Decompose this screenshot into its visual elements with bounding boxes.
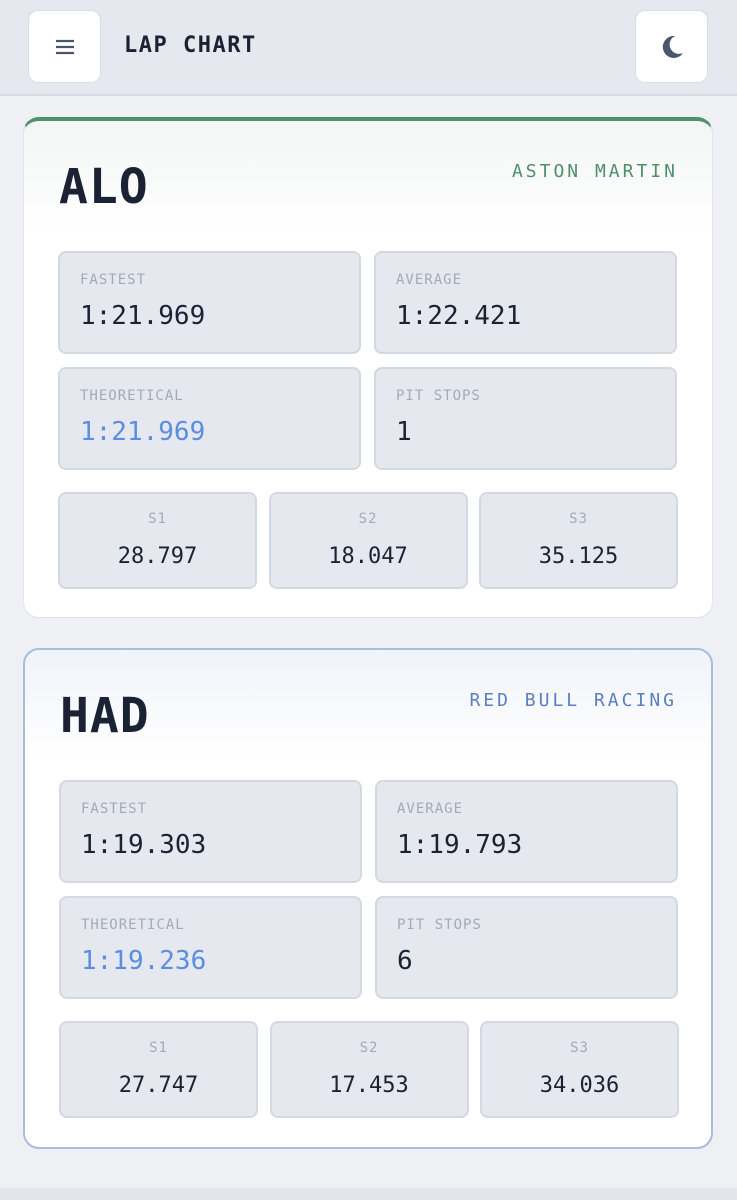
sector-label: S3 xyxy=(570,1040,589,1056)
sector-box: S2 17.453 xyxy=(269,1021,469,1118)
sector-label: S3 xyxy=(569,511,588,527)
stat-label: THEORETICAL xyxy=(80,388,184,404)
title: LAP CHART xyxy=(124,33,257,58)
menu-button[interactable] xyxy=(28,10,101,83)
sector-label: S1 xyxy=(149,1040,168,1056)
sector-value: 27.747 xyxy=(118,1073,199,1098)
stat-box: THEORETICAL 1:19.236 xyxy=(59,896,362,999)
sector-value: 35.125 xyxy=(538,544,619,569)
theme-toggle[interactable] xyxy=(635,10,708,83)
driver-card: HAD RED BULL RACING FASTEST 1:19.303 AVERAGE… xyxy=(23,648,713,1149)
team-name: ASTON MARTIN xyxy=(511,161,678,182)
stat-value: 1:19.236 xyxy=(81,946,207,976)
stat-box: AVERAGE 1:22.421 xyxy=(374,251,677,354)
stat-value: 1:21.969 xyxy=(80,301,206,331)
sector-box: S2 18.047 xyxy=(268,492,468,589)
stat-box: FASTEST 1:21.969 xyxy=(58,251,361,354)
stat-value: 1:21.969 xyxy=(80,417,206,447)
stat-label: FASTEST xyxy=(81,801,148,817)
stat-value: 1:19.303 xyxy=(81,830,207,860)
header: LAP CHART xyxy=(0,0,737,96)
sector-box: S1 27.747 xyxy=(59,1021,258,1118)
footer-strip xyxy=(0,1188,737,1200)
stat-label: FASTEST xyxy=(80,272,147,288)
stat-label: PIT STOPS xyxy=(396,388,481,404)
sector-label: S1 xyxy=(148,511,167,527)
stat-box: AVERAGE 1:19.793 xyxy=(375,780,678,883)
stat-label: PIT STOPS xyxy=(397,917,482,933)
sector-box: S3 35.125 xyxy=(479,492,678,589)
sector-label: S2 xyxy=(358,511,378,527)
sector-value: 28.797 xyxy=(117,544,198,569)
driver-code: ALO xyxy=(59,159,149,215)
stat-box: THEORETICAL 1:21.969 xyxy=(58,367,361,470)
sector-value: 18.047 xyxy=(328,544,408,569)
stat-label: AVERAGE xyxy=(396,272,463,288)
driver-code: HAD xyxy=(60,688,150,744)
sector-box: S1 28.797 xyxy=(58,492,257,589)
stat-value: 1:22.421 xyxy=(396,301,522,331)
stat-value: 6 xyxy=(397,946,413,976)
sector-value: 17.453 xyxy=(329,1073,409,1098)
stat-value: 1 xyxy=(396,417,412,447)
menu-icon xyxy=(55,39,74,54)
stat-value: 1:19.793 xyxy=(397,830,523,860)
stat-label: THEORETICAL xyxy=(81,917,185,933)
stat-label: AVERAGE xyxy=(397,801,464,817)
driver-card: ALO ASTON MARTIN FASTEST 1:21.969 AVERAGE 1:2… xyxy=(23,117,713,618)
sector-box: S3 34.036 xyxy=(480,1021,679,1118)
stat-box: FASTEST 1:19.303 xyxy=(59,780,362,883)
moon-icon xyxy=(662,35,683,58)
stat-box: PIT STOPS 1 xyxy=(374,367,677,470)
sector-value: 34.036 xyxy=(539,1073,620,1098)
stat-box: PIT STOPS 6 xyxy=(375,896,678,999)
team-name: RED BULL RACING xyxy=(469,690,677,711)
sector-label: S2 xyxy=(359,1040,379,1056)
